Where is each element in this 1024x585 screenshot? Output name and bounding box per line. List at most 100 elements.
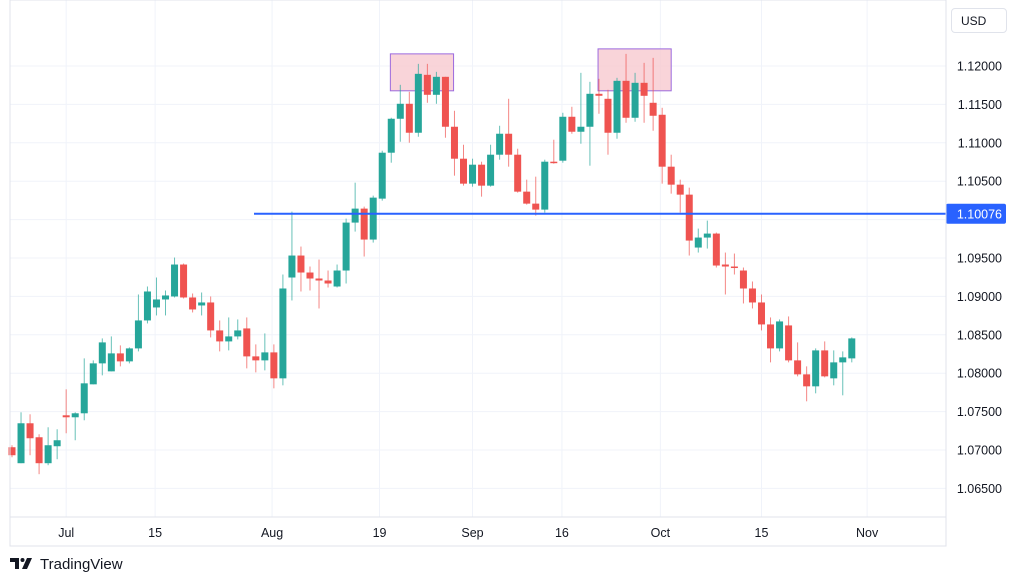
time-tick-label: 15 bbox=[148, 526, 162, 540]
candle-bullish bbox=[387, 117, 395, 163]
candle-body bbox=[225, 336, 233, 342]
candle-body bbox=[8, 447, 16, 456]
candle-body bbox=[279, 288, 287, 379]
candle-body bbox=[134, 320, 142, 349]
candle-bullish bbox=[369, 195, 377, 243]
candle-bullish bbox=[776, 319, 784, 352]
candle-bearish bbox=[35, 434, 43, 475]
candle-bullish bbox=[839, 351, 847, 396]
candle-bearish bbox=[116, 345, 124, 367]
candle-bearish bbox=[62, 389, 70, 434]
candle-body bbox=[369, 197, 377, 240]
candle-bullish bbox=[496, 125, 504, 160]
price-tick-label: 1.12000 bbox=[957, 60, 1002, 74]
candle-bullish bbox=[577, 72, 585, 144]
candle-body bbox=[460, 158, 467, 184]
plot-frame bbox=[9, 0, 947, 547]
currency-button[interactable]: USD bbox=[951, 8, 1007, 33]
candle-bearish bbox=[794, 342, 802, 377]
candle-body bbox=[143, 291, 151, 321]
time-tick-label: 19 bbox=[373, 526, 387, 540]
candle-bearish bbox=[685, 187, 693, 256]
candle-body bbox=[351, 208, 359, 223]
candle-bearish bbox=[739, 267, 747, 304]
candle-bearish bbox=[676, 179, 684, 213]
candle-body bbox=[721, 264, 729, 267]
candle-bearish bbox=[640, 62, 648, 123]
candle-body bbox=[324, 280, 332, 284]
candle-bearish bbox=[270, 344, 278, 389]
candle-bullish bbox=[396, 84, 404, 142]
candle-body bbox=[694, 237, 702, 248]
candle-body bbox=[703, 233, 711, 238]
candle-bearish bbox=[189, 293, 197, 313]
price-tick-label: 1.06500 bbox=[957, 482, 1002, 496]
candle-body bbox=[469, 164, 477, 184]
candle-bullish bbox=[432, 71, 440, 104]
candle-bullish bbox=[98, 338, 106, 376]
candle-bullish bbox=[261, 333, 269, 371]
price-tick-label: 1.11500 bbox=[958, 98, 1002, 112]
time-axis[interactable]: Jul 15 Aug 19 Sep 16 Oct 15 Nov bbox=[58, 526, 879, 540]
candle-body bbox=[35, 437, 43, 464]
candle-bullish bbox=[694, 228, 702, 253]
candle-bullish bbox=[631, 72, 639, 122]
candle-body bbox=[450, 126, 458, 159]
price-tick-label: 1.07000 bbox=[957, 444, 1002, 458]
candle-bearish bbox=[730, 253, 738, 275]
candle-body bbox=[261, 352, 269, 361]
candle-body bbox=[830, 362, 838, 379]
price-tick-label: 1.09500 bbox=[957, 252, 1002, 266]
candle-body bbox=[432, 76, 440, 95]
candle-body bbox=[62, 415, 70, 418]
candle-body bbox=[658, 114, 666, 167]
price-tick-label: 1.07500 bbox=[957, 405, 1002, 419]
candle-body bbox=[785, 325, 793, 361]
tradingview-logo[interactable]: TradingView bbox=[10, 556, 123, 573]
candle-body bbox=[667, 166, 675, 185]
candle-body bbox=[252, 356, 260, 361]
candle-bearish bbox=[658, 107, 666, 184]
candle-bullish bbox=[541, 159, 549, 213]
candle-bearish bbox=[315, 259, 323, 309]
candle-body bbox=[441, 76, 449, 127]
candle-body bbox=[270, 352, 278, 379]
candle-body bbox=[649, 102, 657, 116]
candle-body bbox=[26, 423, 34, 439]
candle-bearish bbox=[297, 246, 305, 292]
candle-bearish bbox=[505, 98, 513, 167]
candle-bearish bbox=[180, 263, 188, 299]
candle-bullish bbox=[279, 274, 287, 386]
price-tick-label: 1.08500 bbox=[957, 328, 1002, 342]
candle-bullish bbox=[487, 144, 495, 187]
price-axis[interactable]: 1.12000 1.11500 1.11000 1.10500 1.09500 1.090… bbox=[957, 60, 1002, 496]
candle-bearish bbox=[568, 106, 576, 134]
price-tick-label: 1.08000 bbox=[957, 367, 1002, 381]
candle-body bbox=[405, 103, 413, 133]
candle-body bbox=[505, 133, 513, 155]
candle-body bbox=[152, 299, 160, 308]
candle-body bbox=[794, 360, 802, 375]
horizontal-level[interactable]: 1.10076 bbox=[254, 203, 1006, 224]
candle-body bbox=[685, 194, 693, 241]
candle-body bbox=[577, 126, 585, 132]
candle-bearish bbox=[748, 281, 756, 309]
candle-body bbox=[189, 297, 197, 310]
candle-body bbox=[568, 116, 576, 132]
candle-bearish bbox=[803, 366, 811, 402]
candle-bearish bbox=[441, 76, 449, 138]
candle-bearish bbox=[604, 89, 612, 155]
candle-body bbox=[839, 357, 847, 363]
candle-body bbox=[378, 152, 386, 199]
price-tick-label: 1.10500 bbox=[957, 175, 1002, 189]
candle-bullish bbox=[143, 286, 151, 324]
candle-body bbox=[532, 203, 540, 210]
candle-bullish bbox=[469, 158, 477, 187]
candle-body bbox=[767, 324, 775, 349]
candle-body bbox=[776, 321, 784, 349]
candle-body bbox=[748, 288, 756, 303]
candle-bullish bbox=[44, 427, 52, 466]
price-tick-label: 1.09000 bbox=[957, 290, 1002, 304]
level-price-label: 1.10076 bbox=[957, 207, 1002, 221]
